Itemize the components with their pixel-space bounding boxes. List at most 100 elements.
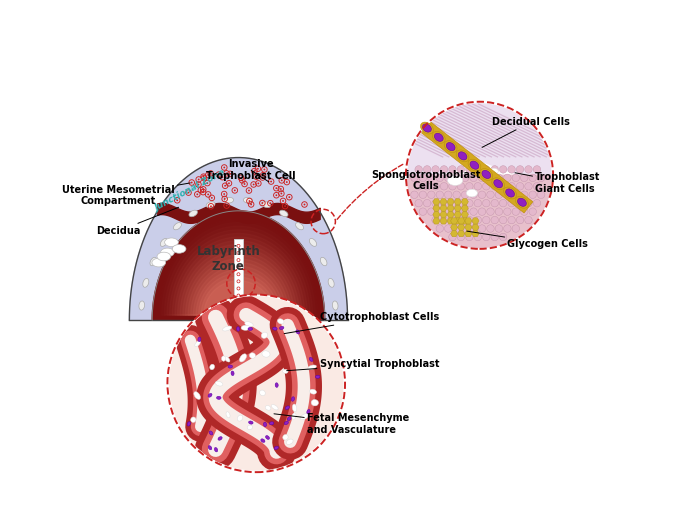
Text: Junctional Zone: Junctional Zone bbox=[153, 168, 227, 213]
Circle shape bbox=[224, 185, 226, 187]
Circle shape bbox=[221, 176, 223, 178]
Ellipse shape bbox=[287, 417, 291, 421]
Polygon shape bbox=[465, 218, 472, 224]
Circle shape bbox=[423, 183, 431, 190]
Polygon shape bbox=[454, 199, 461, 205]
Ellipse shape bbox=[311, 400, 319, 406]
Ellipse shape bbox=[332, 301, 338, 310]
Ellipse shape bbox=[265, 406, 271, 410]
Ellipse shape bbox=[218, 437, 222, 440]
Text: Fetal Mesenchyme
and Vasculature: Fetal Mesenchyme and Vasculature bbox=[274, 413, 409, 435]
Circle shape bbox=[453, 208, 460, 215]
Circle shape bbox=[512, 174, 519, 182]
Circle shape bbox=[499, 216, 507, 224]
Polygon shape bbox=[461, 211, 469, 218]
Circle shape bbox=[453, 191, 460, 199]
Circle shape bbox=[482, 183, 490, 190]
Circle shape bbox=[466, 166, 473, 173]
Circle shape bbox=[457, 233, 464, 241]
Ellipse shape bbox=[266, 436, 269, 439]
Circle shape bbox=[248, 190, 250, 191]
Circle shape bbox=[538, 174, 545, 182]
Circle shape bbox=[478, 208, 486, 215]
Circle shape bbox=[432, 183, 439, 190]
Circle shape bbox=[280, 188, 282, 190]
Ellipse shape bbox=[262, 202, 271, 208]
Polygon shape bbox=[472, 224, 479, 230]
Circle shape bbox=[495, 225, 503, 232]
Circle shape bbox=[203, 176, 204, 177]
Ellipse shape bbox=[421, 122, 434, 134]
Ellipse shape bbox=[228, 365, 232, 368]
Polygon shape bbox=[461, 205, 469, 211]
Circle shape bbox=[487, 225, 494, 232]
Circle shape bbox=[499, 200, 507, 207]
Ellipse shape bbox=[310, 389, 316, 394]
Circle shape bbox=[223, 193, 225, 195]
Polygon shape bbox=[196, 270, 281, 315]
Circle shape bbox=[415, 166, 423, 173]
Circle shape bbox=[491, 183, 499, 190]
Polygon shape bbox=[433, 199, 440, 205]
Circle shape bbox=[487, 191, 494, 199]
Ellipse shape bbox=[458, 152, 467, 160]
Circle shape bbox=[210, 205, 212, 207]
Circle shape bbox=[512, 191, 519, 199]
Ellipse shape bbox=[274, 446, 279, 449]
Ellipse shape bbox=[240, 354, 247, 362]
Polygon shape bbox=[451, 218, 458, 224]
Circle shape bbox=[482, 233, 490, 241]
Circle shape bbox=[449, 216, 456, 224]
Circle shape bbox=[440, 216, 448, 224]
Circle shape bbox=[203, 177, 205, 179]
Circle shape bbox=[491, 233, 499, 241]
Ellipse shape bbox=[215, 381, 223, 386]
Ellipse shape bbox=[249, 421, 253, 424]
Circle shape bbox=[508, 216, 515, 224]
Circle shape bbox=[282, 200, 284, 202]
Circle shape bbox=[462, 225, 469, 232]
Circle shape bbox=[262, 174, 264, 176]
Circle shape bbox=[258, 183, 259, 184]
Circle shape bbox=[474, 166, 482, 173]
Ellipse shape bbox=[296, 330, 299, 334]
Polygon shape bbox=[472, 218, 479, 224]
Circle shape bbox=[415, 183, 423, 190]
Circle shape bbox=[529, 174, 536, 182]
Circle shape bbox=[419, 174, 427, 182]
Ellipse shape bbox=[328, 279, 334, 287]
Circle shape bbox=[225, 172, 227, 174]
Polygon shape bbox=[433, 218, 440, 224]
Ellipse shape bbox=[482, 170, 490, 179]
Circle shape bbox=[226, 205, 227, 206]
Ellipse shape bbox=[447, 143, 455, 151]
Ellipse shape bbox=[466, 189, 477, 197]
Circle shape bbox=[406, 102, 553, 249]
Ellipse shape bbox=[264, 422, 266, 427]
Circle shape bbox=[521, 208, 528, 215]
Circle shape bbox=[508, 200, 515, 207]
Polygon shape bbox=[180, 248, 297, 315]
Circle shape bbox=[249, 200, 250, 202]
Polygon shape bbox=[183, 251, 294, 315]
Circle shape bbox=[512, 225, 519, 232]
Circle shape bbox=[474, 233, 482, 241]
Polygon shape bbox=[447, 211, 454, 218]
Polygon shape bbox=[454, 211, 461, 218]
Ellipse shape bbox=[210, 364, 214, 370]
Polygon shape bbox=[199, 273, 278, 315]
Circle shape bbox=[411, 191, 418, 199]
Ellipse shape bbox=[195, 341, 201, 346]
Circle shape bbox=[478, 191, 486, 199]
Circle shape bbox=[533, 200, 540, 207]
Ellipse shape bbox=[262, 351, 270, 357]
Ellipse shape bbox=[275, 383, 278, 387]
Ellipse shape bbox=[271, 405, 278, 410]
Circle shape bbox=[445, 174, 452, 182]
Polygon shape bbox=[416, 117, 533, 213]
Polygon shape bbox=[433, 205, 440, 211]
Polygon shape bbox=[447, 205, 454, 211]
Circle shape bbox=[284, 205, 286, 207]
Circle shape bbox=[419, 208, 427, 215]
Polygon shape bbox=[408, 103, 551, 186]
